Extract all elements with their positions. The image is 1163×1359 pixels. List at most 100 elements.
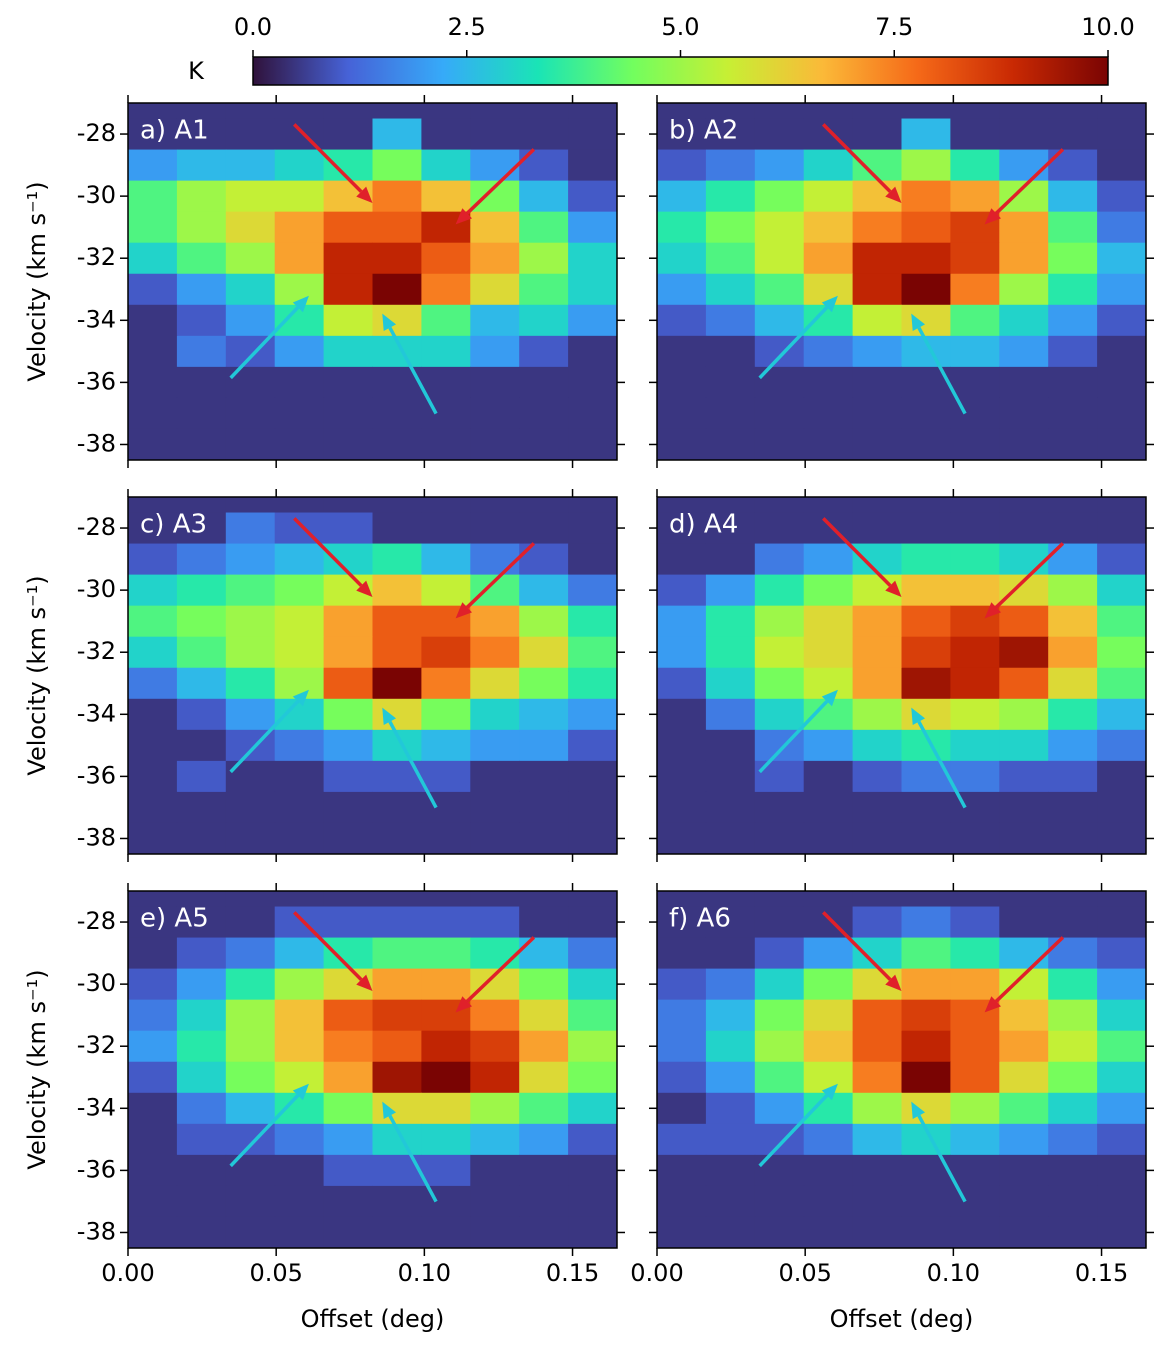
cell [225,968,276,1001]
cell [470,667,520,700]
cell [372,428,422,460]
arrow-head [382,1101,397,1120]
y-tick-label: -32 [77,243,116,271]
cell [754,1185,805,1218]
cell [274,605,325,638]
cell [323,605,373,638]
cell [1048,103,1098,120]
cell [705,543,756,576]
cell [901,906,951,939]
cell [519,1123,569,1156]
cell [128,118,178,151]
cell [852,543,902,576]
arrow-head [455,996,473,1013]
cell [1097,729,1146,762]
cell [1097,937,1146,970]
cell [901,149,951,182]
cell [999,103,1049,120]
cell [323,497,373,514]
cell [128,1061,178,1094]
cell [568,605,617,638]
cell [470,335,520,368]
cell [225,1061,276,1094]
cell [852,149,902,182]
cell [519,1030,569,1063]
cell [323,397,373,430]
arrow-head [911,1101,926,1120]
cell [128,791,178,824]
cell [519,242,569,275]
y-tick-label: -30 [77,181,116,209]
arrow-head [292,295,309,313]
cell [1097,968,1146,1001]
cell [176,1185,227,1218]
cell [372,574,422,607]
cell [421,512,471,545]
cell [999,335,1049,368]
cell [323,1030,373,1063]
cell [754,242,805,275]
cell [225,512,276,545]
heatmap [128,497,617,854]
x-tick-label: 0.15 [546,1259,599,1287]
y-tick-label: -28 [77,907,116,935]
cell [803,698,854,731]
cell [803,366,854,399]
cell [372,636,422,669]
cell [225,937,276,970]
cell [176,729,227,762]
cell [999,698,1049,731]
heatmap [657,891,1146,1248]
cell [999,636,1049,669]
cell [999,1092,1049,1125]
cell [852,512,902,545]
cell [372,999,422,1032]
cell [323,512,373,545]
cell [176,428,227,460]
cell [519,211,569,244]
cell [128,636,178,669]
cell [128,937,178,970]
cell [852,397,902,430]
cell [176,103,227,120]
cell [519,1154,569,1187]
cell [421,729,471,762]
cell [225,397,276,430]
frame [127,496,618,855]
cell [901,497,951,514]
cell [225,497,276,514]
cell [754,791,805,824]
cell [470,211,520,244]
cell [657,103,707,120]
cell [705,574,756,607]
cell [999,543,1049,576]
cell [274,211,325,244]
cell [1097,397,1146,430]
cell [176,242,227,275]
cell [128,304,178,337]
cell [950,180,1000,213]
cell [657,180,707,213]
cell [999,667,1049,700]
cell [1048,180,1098,213]
cell [421,906,471,939]
cell [372,149,422,182]
cell [225,118,276,151]
cell [470,118,520,151]
cell [225,543,276,576]
y-tick-label: -36 [77,1155,116,1183]
cell [128,906,178,939]
cell [421,1154,471,1187]
y-tick-label: -38 [77,429,116,457]
cell [999,397,1049,430]
cell [323,822,373,854]
cell [176,937,227,970]
cell [421,1216,471,1248]
cell [421,968,471,1001]
cell [999,937,1049,970]
y-tick-label: -32 [77,637,116,665]
y-axis-label: Velocity (km s⁻¹) [23,181,51,381]
cell [1048,497,1098,514]
arrow [758,306,829,380]
cell [1097,335,1146,368]
